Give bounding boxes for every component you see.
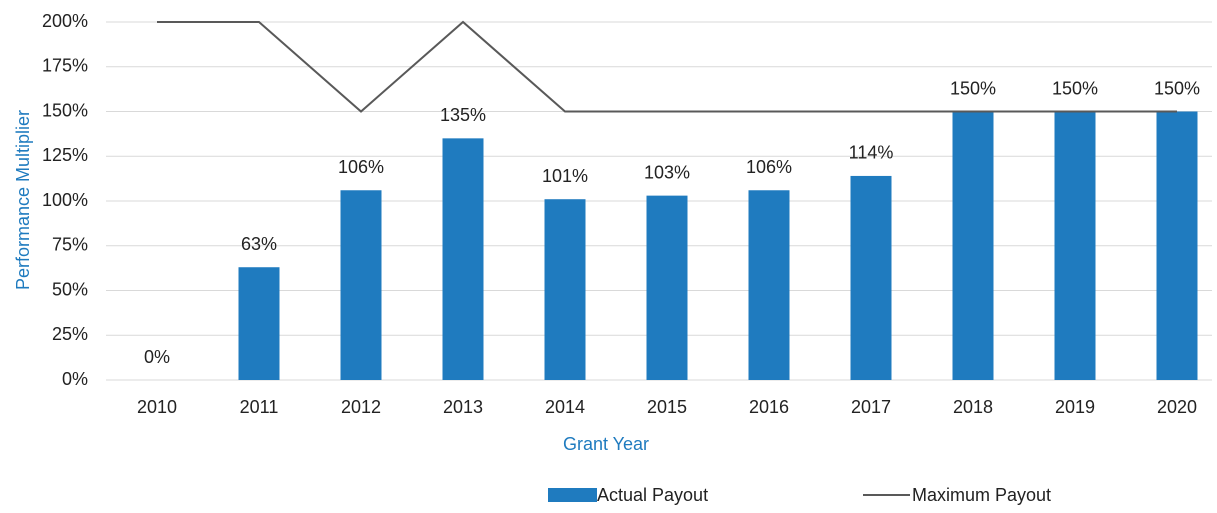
bar	[544, 199, 586, 380]
x-axis-title: Grant Year	[563, 434, 649, 454]
data-label: 103%	[644, 162, 690, 182]
bar	[238, 267, 280, 380]
x-tick-label: 2012	[341, 397, 381, 417]
data-label: 106%	[338, 157, 384, 177]
y-tick-label: 100%	[42, 190, 88, 210]
bar	[1054, 111, 1096, 380]
x-tick-label: 2017	[851, 397, 891, 417]
x-tick-label: 2010	[137, 397, 177, 417]
legend-label: Actual Payout	[597, 485, 708, 505]
bar	[646, 195, 688, 380]
data-label: 135%	[440, 105, 486, 125]
line	[157, 20, 1177, 113]
legend-label: Maximum Payout	[912, 485, 1051, 505]
data-label: 150%	[1154, 78, 1200, 98]
x-tick-label: 2015	[647, 397, 687, 417]
x-tick-label: 2011	[240, 397, 279, 417]
data-label: 0%	[144, 347, 170, 367]
bar	[748, 190, 790, 380]
y-tick-label: 75%	[52, 235, 88, 255]
y-tick-label: 25%	[52, 324, 88, 344]
data-label: 150%	[950, 78, 996, 98]
x-tick-label: 2016	[749, 397, 789, 417]
bar	[340, 190, 382, 380]
x-tick-label: 2013	[443, 397, 483, 417]
y-axis-title: Performance Multiplier	[13, 110, 33, 290]
bar	[1156, 111, 1198, 380]
y-tick-label: 150%	[42, 100, 88, 120]
x-tick-label: 2020	[1157, 397, 1197, 417]
y-tick-label: 175%	[42, 56, 88, 76]
y-tick-label: 125%	[42, 145, 88, 165]
data-label: 114%	[849, 143, 894, 163]
data-label: 63%	[241, 234, 277, 254]
legend-swatch	[548, 488, 597, 502]
y-tick-label: 50%	[52, 279, 88, 299]
bar	[952, 111, 994, 380]
x-tick-label: 2014	[545, 397, 585, 417]
x-tick-label: 2019	[1055, 397, 1095, 417]
data-label: 101%	[542, 166, 588, 186]
data-label: 150%	[1052, 78, 1098, 98]
y-tick-label: 200%	[42, 11, 88, 31]
bar	[442, 138, 484, 380]
bar	[850, 175, 892, 380]
x-tick-label: 2018	[953, 397, 993, 417]
data-label: 106%	[746, 157, 792, 177]
y-tick-label: 0%	[62, 369, 88, 389]
